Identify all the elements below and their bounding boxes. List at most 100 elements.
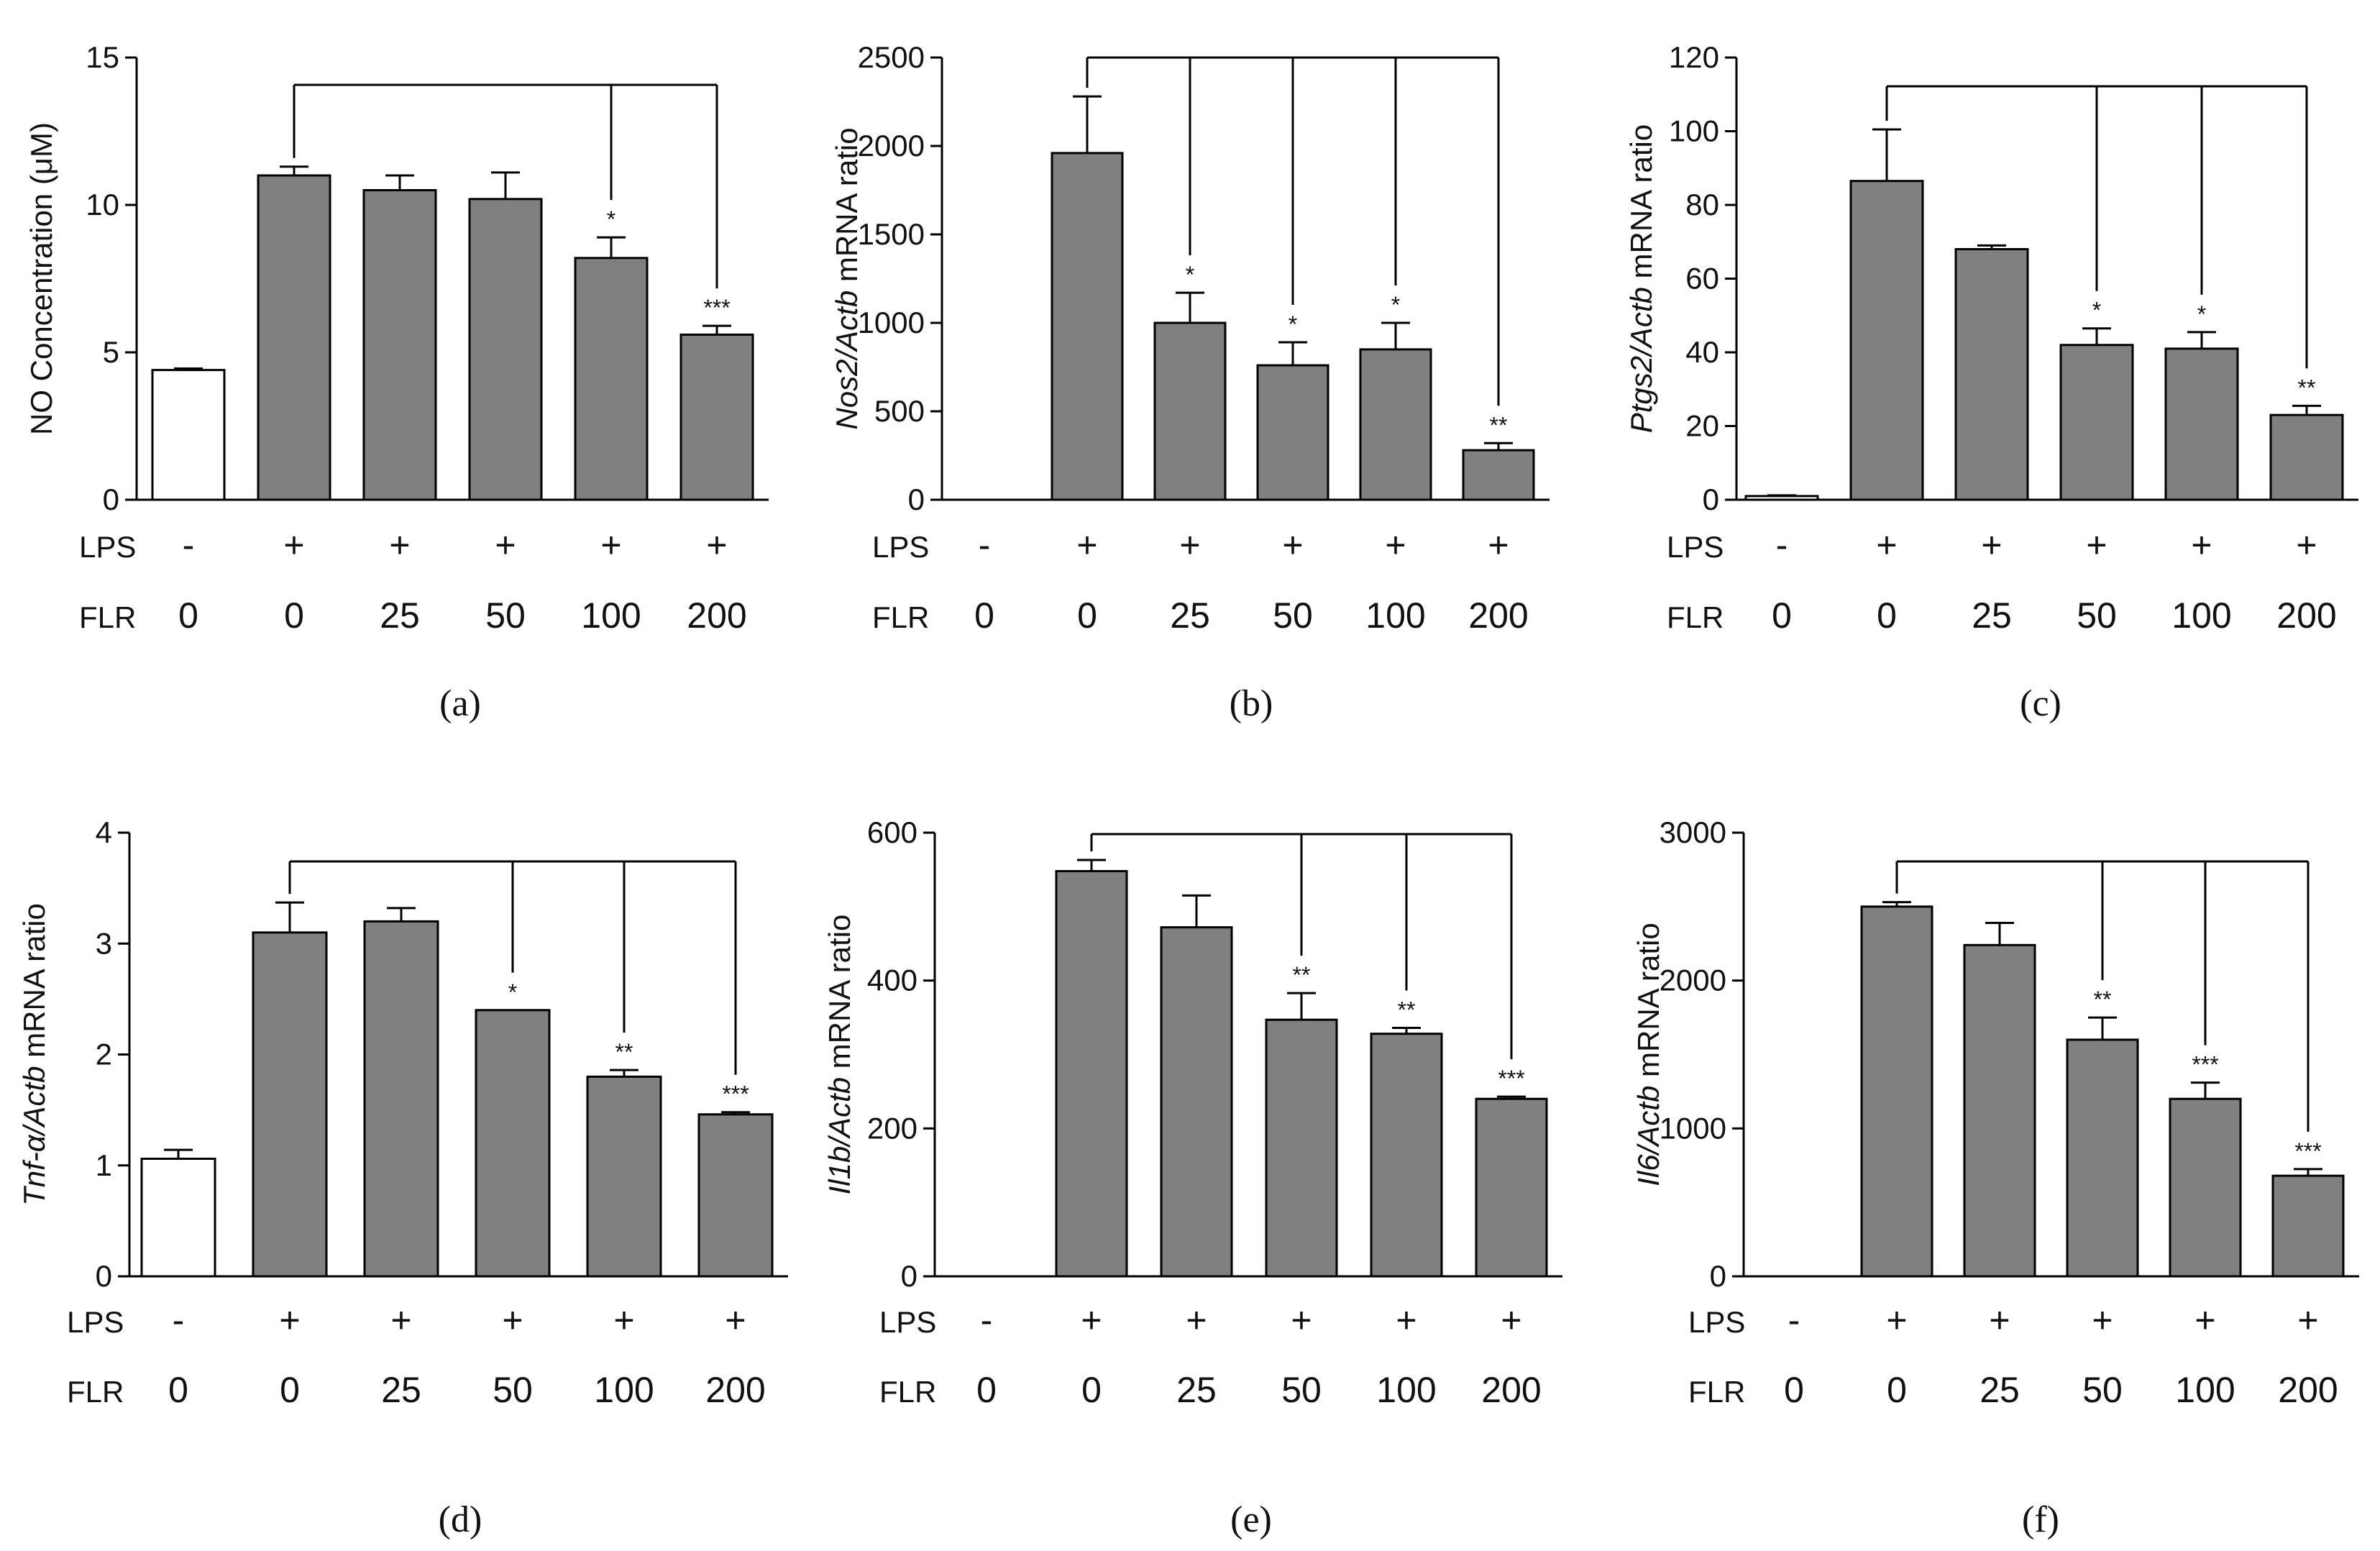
bar xyxy=(586,1075,662,1278)
significance-label: * xyxy=(1391,292,1400,318)
y-tick-label: 400 xyxy=(867,964,917,997)
lps-value: + xyxy=(1488,525,1509,565)
y-tick-label: 0 xyxy=(901,1259,917,1293)
flr-value: 25 xyxy=(1170,595,1210,636)
lps-value: + xyxy=(1282,525,1303,565)
y-tick-label: 2000 xyxy=(1660,964,1726,997)
bar xyxy=(1849,180,1924,501)
lps-value: + xyxy=(1081,1300,1102,1340)
significance-label: * xyxy=(2092,298,2101,324)
lps-value: + xyxy=(1076,525,1097,565)
flr-value: 100 xyxy=(581,595,641,636)
lps-value: + xyxy=(706,525,727,565)
lps-value: + xyxy=(1179,525,1200,565)
y-tick-label: 2 xyxy=(96,1038,112,1071)
bar xyxy=(1359,348,1432,501)
lps-value: + xyxy=(1385,525,1406,565)
lps-value: + xyxy=(1989,1300,2010,1340)
y-axis-label: Ptgs2/Actb mRNA ratio xyxy=(1624,124,1658,434)
lps-value: + xyxy=(1876,525,1897,565)
bar xyxy=(1055,869,1128,1278)
flr-value: 0 xyxy=(1877,595,1897,636)
bar xyxy=(252,931,328,1278)
bar xyxy=(2269,413,2344,501)
flr-value: 25 xyxy=(380,595,420,636)
y-tick-label: 80 xyxy=(1685,188,1719,221)
bar xyxy=(2164,347,2239,501)
y-tick-label: 100 xyxy=(1669,114,1719,148)
bar xyxy=(1051,152,1124,501)
flr-value: 100 xyxy=(1365,595,1425,636)
significance-label: ** xyxy=(615,1039,633,1065)
flr-value: 50 xyxy=(1281,1370,1322,1410)
significance-label: *** xyxy=(722,1081,749,1107)
flr-value: 200 xyxy=(705,1370,765,1410)
flr-value: 0 xyxy=(1081,1370,1102,1410)
flr-value: 25 xyxy=(1979,1370,2020,1410)
bar xyxy=(2066,1038,2139,1278)
y-tick-label: 10 xyxy=(86,188,119,221)
y-tick-label: 1 xyxy=(96,1148,112,1182)
lps-row-label: LPS xyxy=(879,1305,936,1339)
lps-value: - xyxy=(979,525,991,565)
flr-value: 0 xyxy=(1784,1370,1804,1410)
bar xyxy=(1153,321,1227,501)
y-axis-label: NO Concentration (μM) xyxy=(24,122,58,435)
flr-value: 50 xyxy=(493,1370,533,1410)
significance-label: ** xyxy=(1490,412,1508,438)
lps-row-label: LPS xyxy=(67,1305,124,1339)
y-tick-label: 0 xyxy=(908,482,925,516)
lps-value: + xyxy=(2086,525,2107,565)
lps-row-label: LPS xyxy=(1667,530,1724,564)
bar xyxy=(1160,926,1233,1278)
lps-value: - xyxy=(183,525,195,565)
flr-row-label: FLR xyxy=(1667,600,1724,634)
lps-value: + xyxy=(2194,1300,2215,1340)
y-tick-label: 1000 xyxy=(858,306,925,339)
flr-value: 100 xyxy=(1376,1370,1436,1410)
lps-row-label: LPS xyxy=(79,530,136,564)
lps-value: + xyxy=(1981,525,2002,565)
significance-label: * xyxy=(607,206,615,232)
y-axis-label: Nos2/Actb mRNA ratio xyxy=(830,127,864,429)
lps-row-label: LPS xyxy=(1688,1305,1745,1339)
panel-label: (d) xyxy=(439,1499,482,1540)
lps-value: + xyxy=(1886,1300,1907,1340)
y-tick-label: 0 xyxy=(1703,482,1719,516)
bar xyxy=(362,189,437,501)
significance-label: * xyxy=(2197,301,2206,327)
bar xyxy=(1462,449,1535,501)
flr-value: 50 xyxy=(485,595,526,636)
lps-value: + xyxy=(613,1300,634,1340)
bar xyxy=(1256,364,1329,501)
significance-label: ** xyxy=(2298,375,2316,401)
y-tick-label: 60 xyxy=(1685,262,1719,296)
y-tick-label: 4 xyxy=(96,815,112,849)
bar xyxy=(363,920,439,1278)
significance-label: ** xyxy=(2094,987,2112,1012)
y-axis-label: Tnf-α/Actb mRNA ratio xyxy=(17,903,51,1206)
y-tick-label: 2500 xyxy=(858,40,925,74)
bar xyxy=(151,369,226,501)
bar xyxy=(2271,1174,2345,1278)
flr-value: 200 xyxy=(2276,595,2336,636)
flr-value: 100 xyxy=(2171,595,2231,636)
flr-value: 0 xyxy=(178,595,198,636)
flr-value: 100 xyxy=(2175,1370,2235,1410)
panel-label: (b) xyxy=(1230,683,1273,724)
bar xyxy=(2169,1097,2242,1278)
bar xyxy=(1370,1033,1443,1278)
bar xyxy=(697,1113,774,1278)
bar xyxy=(140,1157,216,1278)
flr-row-label: FLR xyxy=(879,1375,936,1409)
lps-value: - xyxy=(173,1300,185,1340)
lps-value: + xyxy=(502,1300,523,1340)
lps-value: + xyxy=(1291,1300,1312,1340)
bar xyxy=(1475,1097,1548,1278)
lps-value: + xyxy=(389,525,410,565)
lps-value: + xyxy=(2092,1300,2113,1340)
